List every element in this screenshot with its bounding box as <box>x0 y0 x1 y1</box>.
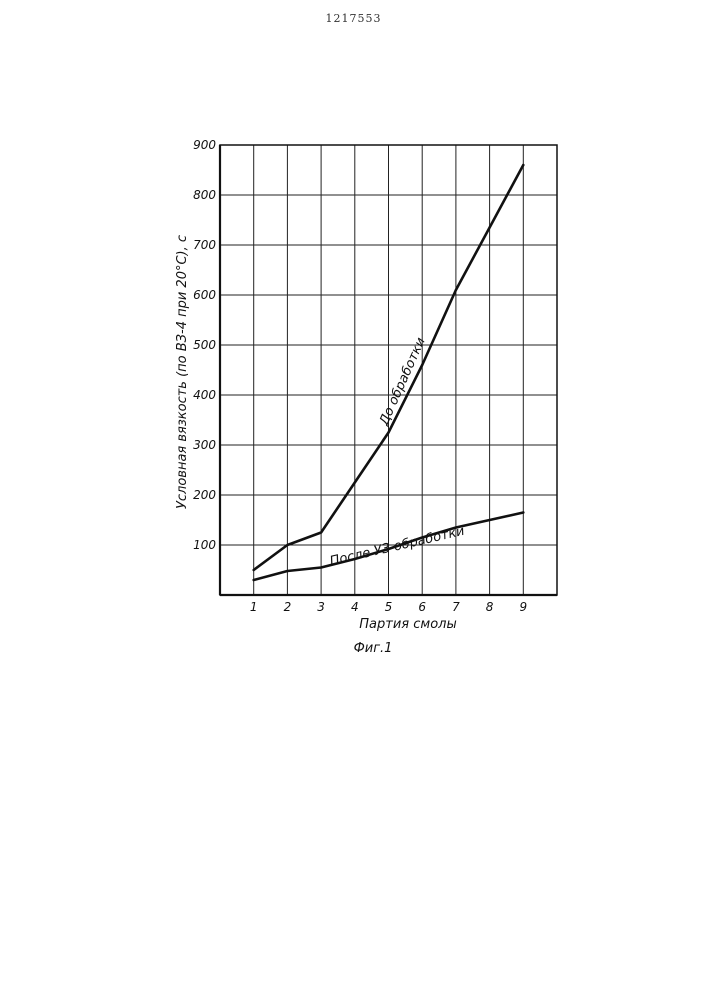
y-tick-label: 100 <box>193 538 216 552</box>
x-tick-label: 9 <box>519 600 527 614</box>
series-label-before-treatment: До обработки <box>376 335 428 428</box>
x-tick-label: 7 <box>452 600 460 614</box>
y-tick-label: 400 <box>193 388 216 402</box>
x-tick-label: 5 <box>385 600 393 614</box>
x-tick-label: 2 <box>284 600 292 614</box>
y-tick-label: 600 <box>193 288 216 302</box>
y-tick-labels: 100 200 300 400 500 600 700 800 900 <box>193 138 216 552</box>
x-tick-label: 8 <box>486 600 494 614</box>
x-tick-label: 1 <box>250 600 258 614</box>
series-label-after-treatment: После УЗ обработки <box>328 524 466 570</box>
y-axis-label: Условная вязкость (по ВЗ-4 при 20°С), с <box>175 235 190 509</box>
y-tick-label: 200 <box>193 488 216 502</box>
y-tick-label: 700 <box>193 238 216 252</box>
y-tick-label: 900 <box>193 138 216 152</box>
y-tick-label: 800 <box>193 188 216 202</box>
chart-grid <box>220 145 557 595</box>
x-axis-label: Партия смолы <box>359 617 456 632</box>
y-tick-label: 500 <box>193 338 216 352</box>
x-tick-label: 3 <box>317 600 325 614</box>
x-tick-labels: 1 2 3 4 5 6 7 8 9 <box>250 600 527 614</box>
x-tick-label: 4 <box>351 600 359 614</box>
x-tick-label: 6 <box>418 600 426 614</box>
figure-caption: Фиг.1 <box>354 641 393 656</box>
y-tick-label: 300 <box>193 438 216 452</box>
